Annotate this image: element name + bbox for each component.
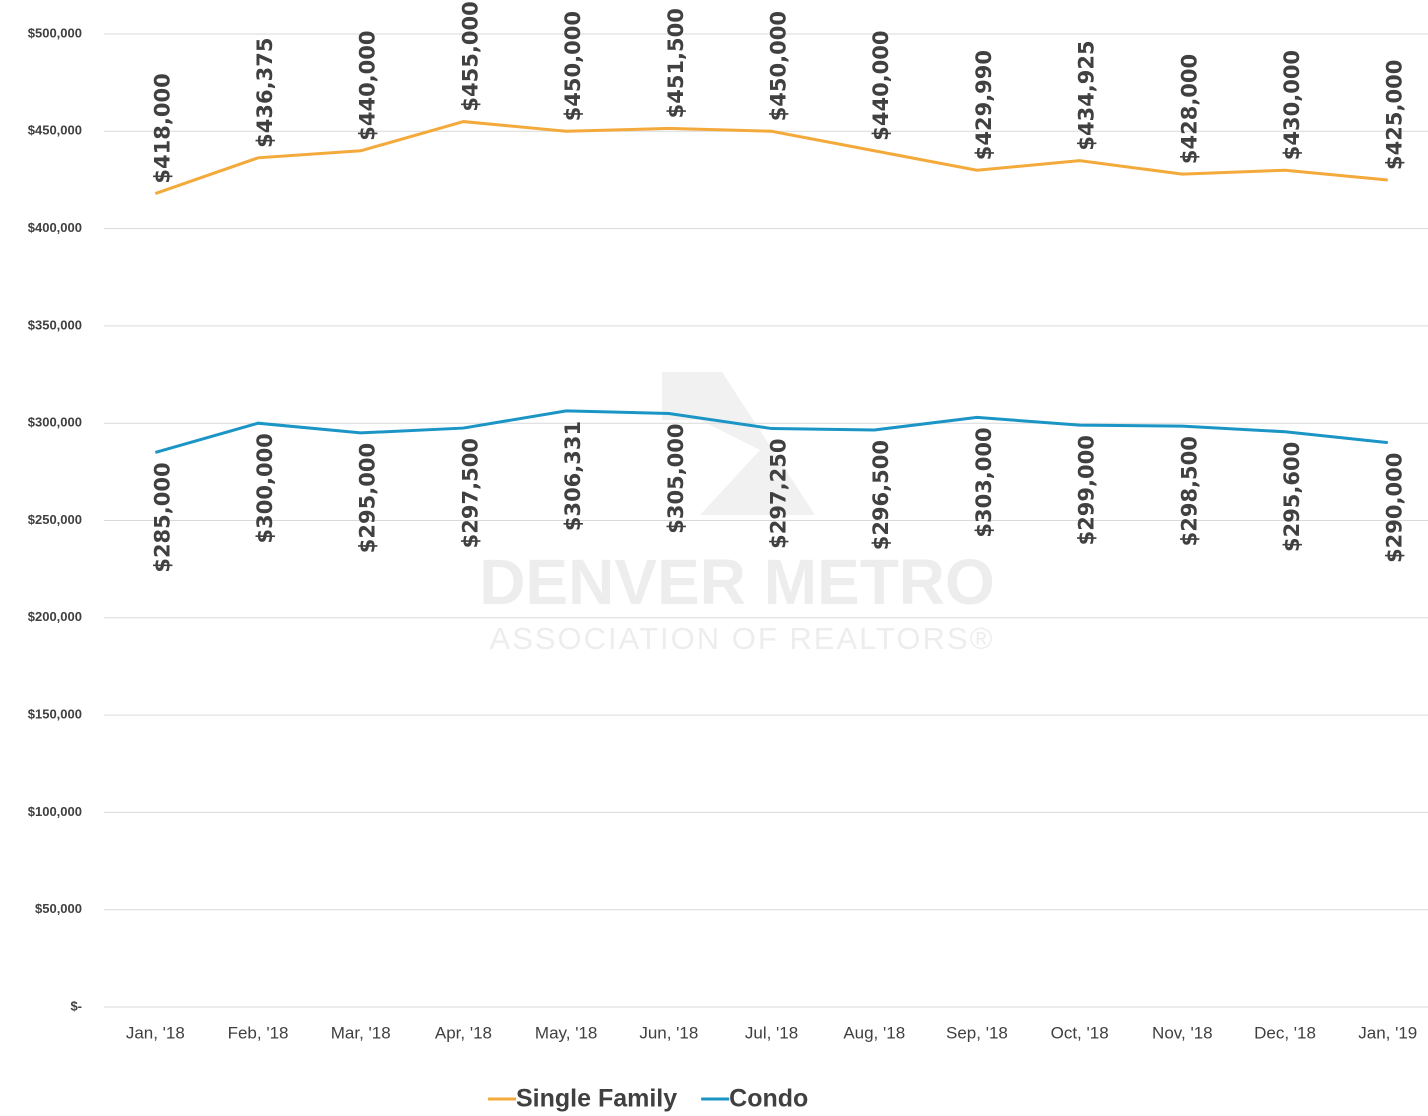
data-label: $428,000: [1177, 54, 1201, 164]
data-label: $451,500: [664, 8, 688, 118]
y-tick-label: $450,000: [28, 123, 82, 138]
y-tick-label: $100,000: [28, 804, 82, 819]
x-tick-label: Jan, '18: [126, 1023, 185, 1042]
y-tick-label: $200,000: [28, 609, 82, 624]
data-label: $296,500: [869, 440, 893, 550]
y-tick-label: $50,000: [35, 901, 82, 916]
x-tick-label: Apr, '18: [435, 1023, 492, 1042]
data-label: $434,925: [1075, 40, 1099, 150]
y-tick-label: $150,000: [28, 707, 82, 722]
data-label: $455,000: [458, 1, 482, 111]
data-label: $295,600: [1280, 442, 1304, 552]
data-label: $429,990: [972, 50, 996, 160]
y-tick-label: $250,000: [28, 512, 82, 527]
data-label: $450,000: [767, 11, 791, 121]
data-label: $303,000: [972, 427, 996, 537]
data-label: $300,000: [253, 433, 277, 543]
x-tick-label: Dec, '18: [1254, 1023, 1316, 1042]
data-label: $290,000: [1383, 453, 1407, 563]
watermark-title: DENVER METRO: [479, 546, 995, 618]
data-label: $297,250: [767, 439, 791, 549]
data-label: $430,000: [1280, 50, 1304, 160]
watermark-logo: [662, 372, 815, 515]
y-tick-label: $350,000: [28, 317, 82, 332]
watermark-subtitle: ASSOCIATION OF REALTORS®: [490, 621, 995, 656]
x-tick-label: Feb, '18: [228, 1023, 289, 1042]
series-line: [154, 120, 1388, 195]
x-tick-label: Aug, '18: [843, 1023, 905, 1042]
data-label: $440,000: [869, 30, 893, 140]
x-tick-label: Oct, '18: [1051, 1023, 1109, 1042]
data-label: $418,000: [150, 73, 174, 183]
data-label: $305,000: [664, 423, 688, 533]
x-tick-label: May, '18: [535, 1023, 597, 1042]
y-tick-label: $500,000: [28, 25, 82, 40]
data-label: $436,375: [253, 38, 277, 148]
data-label: $440,000: [356, 30, 380, 140]
data-label: $295,000: [356, 443, 380, 553]
y-tick-label: $400,000: [28, 220, 82, 235]
y-tick-label: $300,000: [28, 415, 82, 430]
x-tick-label: Jul, '18: [745, 1023, 798, 1042]
x-tick-label: Jan, '19: [1358, 1023, 1417, 1042]
legend-label: Single Family: [516, 1085, 677, 1113]
legend-label: Condo: [729, 1085, 808, 1113]
data-label: $285,000: [150, 462, 174, 572]
watermark: DENVER METRO ASSOCIATION OF REALTORS®: [479, 372, 995, 656]
y-tick-label: $-: [70, 998, 82, 1013]
x-tick-label: Sep, '18: [946, 1023, 1008, 1042]
series-line: [154, 409, 1388, 454]
data-label: $299,000: [1075, 435, 1099, 545]
x-tick-label: Jun, '18: [639, 1023, 698, 1042]
x-tick-label: Nov, '18: [1152, 1023, 1213, 1042]
data-label: $297,500: [458, 438, 482, 548]
data-label: $425,000: [1383, 60, 1407, 170]
x-tick-label: Mar, '18: [331, 1023, 391, 1042]
data-label: $298,500: [1177, 436, 1201, 546]
data-label: $306,331: [561, 421, 585, 531]
data-label: $450,000: [561, 11, 585, 121]
